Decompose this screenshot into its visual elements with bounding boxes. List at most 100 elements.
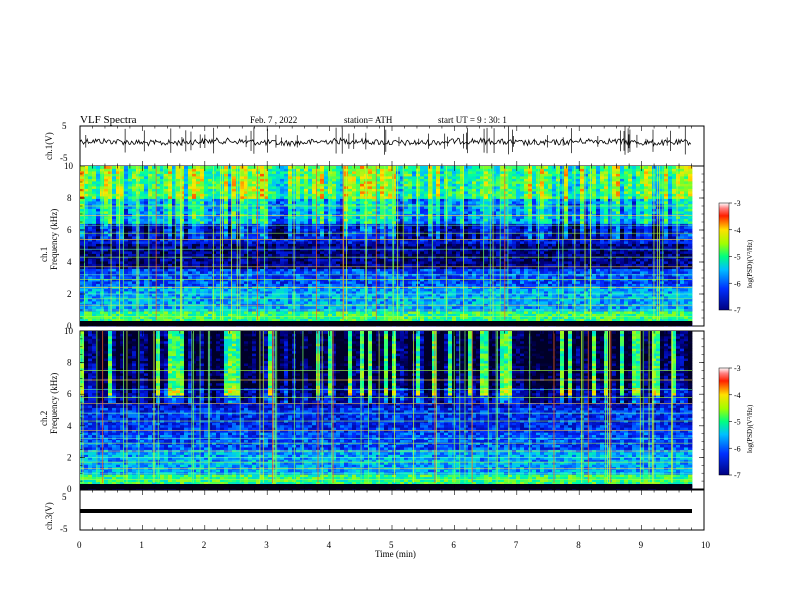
spectrogram-cell [88, 293, 93, 297]
spectrogram-cell [184, 251, 189, 254]
spectrogram-cell [80, 201, 85, 204]
spectrogram-cell [312, 243, 317, 247]
spectrogram-cell [368, 296, 373, 299]
spectrogram-cell [252, 318, 257, 322]
spectrogram-cell [268, 268, 273, 272]
spectrogram-cell [164, 191, 169, 194]
spectrogram-cell [300, 313, 305, 317]
spectrogram-cell [124, 266, 129, 269]
spectrogram-cell [260, 253, 265, 257]
spectrogram-cell [184, 268, 189, 272]
spectrogram-cell [228, 266, 233, 269]
spectrogram-cell [340, 216, 345, 219]
spectrogram-cell [272, 288, 277, 292]
spectrogram-cell [164, 296, 169, 299]
spectrogram-cell [340, 271, 345, 274]
spectrogram-cell [340, 298, 345, 302]
spectrogram-cell [304, 198, 309, 202]
spectrogram-cell [192, 198, 197, 202]
spectrogram-cell [308, 268, 313, 272]
spectrogram-cell [208, 178, 213, 182]
spectrogram-cell [340, 261, 345, 264]
spectrogram-cell [164, 201, 169, 204]
spectrogram-cell [108, 281, 113, 284]
spectrogram-cell [252, 276, 257, 279]
spectrogram-cell [256, 246, 261, 249]
spectrogram-cell [200, 166, 205, 169]
spectrogram-cell [312, 181, 317, 184]
spectrogram-cell [304, 216, 309, 219]
spectrogram-cell [264, 266, 269, 269]
spectrogram-cell [156, 258, 161, 262]
spectrogram-cell [276, 268, 281, 272]
spectrogram-cell [324, 258, 329, 262]
spectrogram-cell [348, 318, 353, 322]
spectrogram-cell [260, 196, 265, 199]
spectrogram-cell [116, 258, 121, 262]
spectrogram-cell [88, 178, 93, 182]
spectrogram-cell [208, 318, 213, 322]
spectrogram-cell [252, 171, 257, 174]
spectrogram-cell [184, 288, 189, 292]
spectrogram-cell [276, 206, 281, 209]
spectrogram-cell [160, 228, 165, 232]
spectrogram-cell [80, 166, 85, 169]
spectrogram-cell [196, 248, 201, 252]
spectrogram-cell [252, 266, 257, 269]
spectrogram-cell [320, 203, 325, 207]
spectrogram-cell [192, 178, 197, 182]
spectrogram-cell [236, 183, 241, 187]
spectrogram-cell [332, 178, 337, 182]
spectrogram-cell [308, 203, 313, 207]
spectrogram-cell [264, 226, 269, 229]
spectrogram-cell [156, 246, 161, 249]
spectrogram-cell [176, 296, 181, 299]
spectrogram-cell [320, 183, 325, 187]
spectrogram-cell [132, 293, 137, 297]
spectrogram-cell [244, 311, 249, 314]
spectrogram-cell [244, 288, 249, 292]
spectrogram-cell [328, 236, 333, 239]
spectrogram-cell [264, 288, 269, 292]
spectrogram-cell [96, 171, 101, 174]
spectrogram-cell [244, 248, 249, 252]
spectrogram-cell [260, 318, 265, 322]
spectrogram-cell [224, 306, 229, 309]
spectrogram-cell [172, 206, 177, 209]
spectrogram-cell [132, 198, 137, 202]
spectrogram-cell [308, 281, 313, 284]
spectrogram-cell [236, 186, 241, 189]
spectrogram-cell [284, 298, 289, 302]
spectrogram-cell [248, 248, 253, 252]
spectrogram-cell [160, 213, 165, 217]
spectrogram-cell [156, 198, 161, 202]
spectrogram-cell [256, 221, 261, 224]
spectrogram-cell [348, 196, 353, 199]
spectrogram-cell [208, 253, 213, 257]
spectrogram-cell [196, 268, 201, 272]
spectrogram-cell [232, 271, 237, 274]
spectrogram-cell [212, 268, 217, 272]
spectrogram-cell [372, 293, 377, 297]
spectrogram-cell [372, 201, 377, 204]
spectrogram-cell [376, 188, 381, 192]
spectrogram-cell [96, 241, 101, 244]
spectrogram-cell [88, 193, 93, 197]
spectrogram-cell [240, 311, 245, 314]
spectrogram-cell [168, 236, 173, 239]
spectrogram-cell [280, 208, 285, 212]
spectrogram-cell [204, 193, 209, 197]
spectrogram-cell [376, 218, 381, 222]
spectrogram-cell [172, 246, 177, 249]
spectrogram-cell [212, 266, 217, 269]
spectrogram-cell [272, 216, 277, 219]
spectrogram-cell [168, 183, 173, 187]
spectrogram-cell [284, 201, 289, 204]
spectrogram-cell [324, 211, 329, 214]
spectrogram-cell [156, 228, 161, 232]
spectrogram-cell [264, 293, 269, 297]
spectrogram-cell [124, 181, 129, 184]
spectrogram-cell [356, 173, 361, 177]
spectrogram-cell [148, 173, 153, 177]
spectrogram-cell [228, 188, 233, 192]
